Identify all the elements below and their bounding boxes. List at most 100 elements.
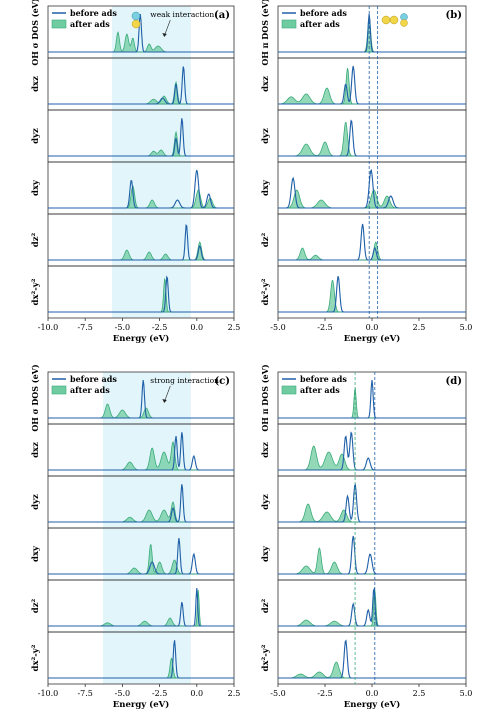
x-tick-label: 5.0	[460, 689, 473, 698]
after-ads-area	[278, 189, 466, 209]
legend-after-label: after ads	[300, 19, 340, 29]
panel-a: OH σ DOS (eV) dxz dyz dxy dz² dx²-y² -10.0 -7.5…	[30, 0, 240, 344]
dos-row-5: dx²-y²	[31, 265, 235, 319]
legend-before-label: before ads	[300, 374, 347, 384]
x-tick-label: 0.0	[190, 689, 203, 698]
before-ads-line	[278, 639, 466, 679]
x-tick-label: 2.5	[413, 323, 426, 332]
before-ads-line	[48, 484, 234, 523]
x-tick-label: 0.0	[190, 323, 203, 332]
x-tick-label: -5.0	[115, 323, 130, 332]
before-ads-line	[278, 587, 466, 627]
x-tick-label: 5.0	[460, 323, 473, 332]
before-ads-line	[48, 66, 234, 105]
row-frame	[277, 631, 467, 685]
before-ads-line	[48, 169, 234, 209]
before-ads-line	[278, 276, 466, 313]
before-ads-line	[48, 118, 234, 157]
before-ads-line	[278, 535, 466, 575]
annotation-arrowhead	[162, 33, 167, 37]
panel-b: OH π DOS (eV) dxz dyz dxy dz² dx²-y² -5.0 -2.5 0…	[260, 0, 472, 344]
dos-row-1: dxz	[261, 57, 467, 111]
before-ads-line	[48, 537, 234, 575]
x-axis-label: Energy (eV)	[113, 699, 169, 709]
x-tick-label: 2.5	[228, 689, 241, 698]
row-label: OH π DOS (eV)	[260, 0, 270, 66]
row-label: dyz	[261, 128, 271, 144]
before-ads-line	[278, 168, 466, 209]
row-label: dxy	[261, 179, 271, 196]
dos-row-3: dxy	[31, 527, 235, 581]
before-ads-line	[48, 223, 234, 261]
x-tick-label: 2.5	[413, 689, 426, 698]
dos-row-0: OH π DOS (eV)	[260, 0, 467, 66]
row-label: dxy	[31, 179, 41, 196]
legend-after-swatch	[281, 385, 297, 395]
before-ads-line	[48, 587, 234, 627]
dos-row-4: dz²	[261, 579, 467, 633]
x-tick-label: 2.5	[228, 323, 241, 332]
row-label: dyz	[261, 494, 271, 510]
before-ads-line	[48, 13, 234, 53]
row-label: dxz	[261, 76, 271, 92]
dos-row-1: dxz	[261, 423, 467, 477]
x-tick-label: 0.0	[366, 323, 379, 332]
before-ads-line	[278, 483, 466, 523]
before-ads-line	[278, 379, 466, 419]
after-ads-area	[277, 68, 466, 105]
x-tick-label: -7.5	[77, 689, 92, 698]
legend-after-swatch	[51, 19, 67, 29]
annotation-arrow	[164, 19, 171, 37]
row-label: dx²-y²	[31, 644, 41, 671]
dos-row-2: dyz	[31, 475, 235, 529]
x-axis-label: Energy (eV)	[344, 333, 400, 344]
x-tick-label: -5.0	[115, 689, 130, 698]
row-label: dz²	[31, 598, 41, 613]
row-label: OH σ DOS (eV)	[30, 0, 40, 66]
annotation-text: weak interaction	[150, 10, 214, 19]
row-label: dxz	[31, 442, 41, 458]
legend-before-label: before ads	[300, 8, 347, 18]
row-label: dxz	[31, 76, 41, 92]
after-ads-area	[278, 121, 466, 157]
legend-before-label: before ads	[70, 8, 117, 18]
before-ads-line	[48, 380, 234, 419]
row-label: dx²-y²	[261, 278, 271, 305]
row-label: dxy	[31, 545, 41, 562]
panel-c: OH σ DOS (eV) dxz dyz dxy dz² dx²-y² -10.0 -7.5…	[30, 364, 240, 709]
x-axis-label: Energy (eV)	[344, 699, 400, 709]
dos-row-5: dx²-y²	[261, 631, 467, 685]
row-label: dxy	[261, 545, 271, 562]
x-tick-label: 0.0	[366, 689, 379, 698]
x-tick-label: -2.5	[152, 323, 167, 332]
row-label: OH π DOS (eV)	[260, 364, 270, 432]
x-tick-label: -7.5	[77, 323, 92, 332]
legend-before-label: before ads	[70, 374, 117, 384]
legend-after-label: after ads	[70, 19, 110, 29]
x-axis-label: Energy (eV)	[113, 333, 169, 344]
row-label: dz²	[261, 232, 271, 247]
row-frame	[47, 631, 235, 685]
dos-row-0: OH π DOS (eV)	[260, 364, 467, 432]
row-label: dyz	[31, 128, 41, 144]
x-tick-label: -10.0	[38, 689, 59, 698]
dos-row-4: dz²	[261, 213, 467, 267]
before-ads-line	[48, 432, 234, 471]
dos-row-3: dxy	[261, 527, 467, 581]
after-ads-area	[278, 445, 466, 471]
row-label: dx²-y²	[31, 278, 41, 305]
x-tick-label: -2.5	[317, 689, 332, 698]
x-tick-label: -5.0	[270, 323, 285, 332]
after-ads-area	[278, 503, 466, 523]
after-ads-area	[278, 279, 466, 313]
annotation-arrowhead	[162, 399, 167, 403]
dos-row-4: dz²	[31, 579, 235, 633]
panel-label: (d)	[446, 376, 462, 387]
x-tick-label: -10.0	[38, 323, 59, 332]
row-label: dxz	[261, 442, 271, 458]
panel-label: (b)	[446, 10, 462, 21]
x-tick-label: -2.5	[152, 689, 167, 698]
